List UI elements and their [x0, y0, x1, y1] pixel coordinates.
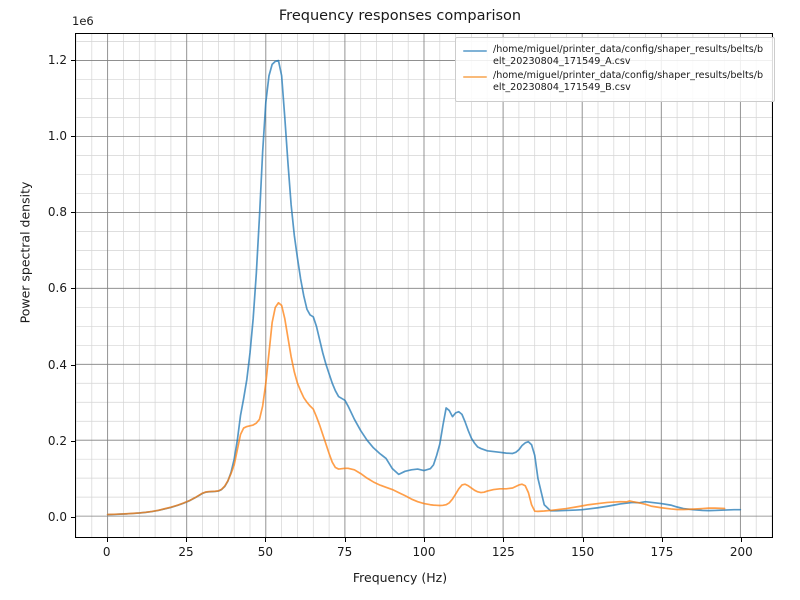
chart-legend[interactable]: /home/miguel/printer_data/config/shaper_…	[455, 37, 775, 102]
x-tick-label: 125	[491, 545, 515, 559]
y-tick-mark	[71, 135, 75, 137]
y-tick-mark	[71, 517, 75, 519]
chart-lines-svg	[76, 34, 772, 537]
plot-area	[75, 33, 773, 538]
x-tick-mark	[503, 538, 505, 542]
x-tick-mark	[582, 538, 584, 542]
series-line	[106, 301, 726, 516]
x-tick-mark	[186, 538, 188, 542]
legend-swatch-series-a	[463, 50, 487, 53]
x-tick-label: 100	[412, 545, 436, 559]
legend-label-series-b: /home/miguel/printer_data/config/shaper_…	[493, 70, 764, 93]
x-axis-label: Frequency (Hz)	[352, 570, 448, 585]
x-tick-label: 175	[650, 545, 674, 559]
y-tick-mark	[71, 364, 75, 366]
x-tick-label: 50	[257, 545, 273, 559]
x-tick-label: 25	[178, 545, 194, 559]
x-tick-label: 75	[337, 545, 353, 559]
chart-title: Frequency responses comparison	[278, 8, 522, 24]
y-tick-mark	[71, 212, 75, 214]
legend-swatch-series-b	[463, 76, 487, 79]
legend-label-series-a: /home/miguel/printer_data/config/shaper_…	[493, 44, 764, 67]
y-tick-label: 0.2	[47, 433, 67, 448]
x-tick-mark	[424, 538, 425, 542]
x-tick-mark	[741, 538, 743, 542]
x-tick-mark	[106, 538, 108, 542]
y-tick-label: 0.8	[47, 205, 67, 220]
y-tick-mark	[71, 288, 75, 290]
y-axis-label: Power spectral density	[17, 181, 33, 324]
x-tick-mark	[344, 538, 346, 542]
x-tick-label: 0	[102, 545, 111, 559]
y-tick-label: 0.6	[47, 281, 67, 296]
y-tick-label: 1.2	[47, 52, 67, 67]
y-tick-mark	[71, 59, 75, 61]
y-tick-label: 0.4	[47, 357, 67, 372]
x-tick-mark	[265, 538, 267, 542]
y-tick-label: 0.0	[47, 510, 67, 525]
x-tick-mark	[661, 538, 663, 542]
x-tick-label: 150	[571, 545, 595, 559]
y-tick-label: 1.0	[47, 128, 67, 143]
y-tick-mark	[71, 440, 75, 442]
legend-item: /home/miguel/printer_data/config/shaper_…	[461, 44, 768, 67]
legend-item: /home/miguel/printer_data/config/shaper_…	[461, 70, 768, 93]
x-tick-label: 200	[729, 545, 753, 559]
y-axis-offset-label: 1e6	[72, 14, 94, 28]
